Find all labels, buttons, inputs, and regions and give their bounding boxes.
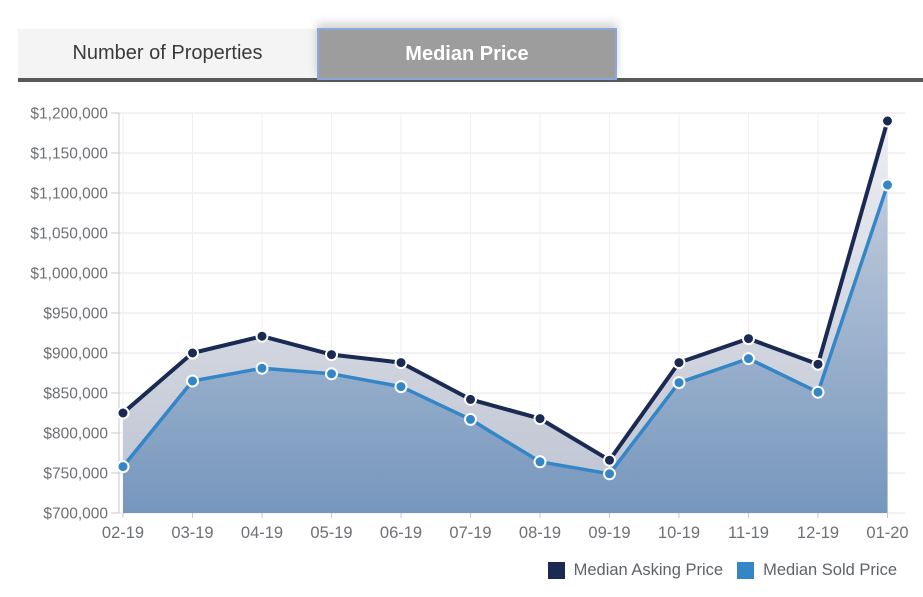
x-axis-label: 10-19 (658, 524, 700, 542)
y-axis-label: $750,000 (43, 466, 108, 483)
x-axis-label: 01-20 (866, 524, 908, 542)
y-axis-label: $700,000 (43, 506, 108, 523)
x-axis-label: 03-19 (171, 524, 213, 542)
data-point-asking-02-19[interactable] (116, 406, 130, 420)
x-axis-labels: 02-19 03-19 04-19 05-19 06-19 07-19 08-19 09-19… (102, 524, 909, 542)
data-point-sold-06-19[interactable] (394, 380, 408, 394)
y-axis-labels: $700,000 $750,000 $800,000 $850,000 $900,000… (30, 106, 108, 523)
data-point-asking-09-19[interactable] (603, 453, 616, 467)
asking-price-points (116, 114, 894, 467)
data-point-asking-12-19[interactable] (811, 357, 825, 371)
data-point-asking-10-19[interactable] (672, 356, 686, 370)
sold-price-points (116, 178, 894, 481)
data-point-asking-04-19[interactable] (255, 329, 269, 343)
chart-legend: Median Asking Price Median Sold Price (547, 558, 897, 582)
data-point-sold-04-19[interactable] (255, 361, 269, 375)
data-point-asking-08-19[interactable] (533, 412, 547, 426)
legend-label-sold-price: Median Sold Price (763, 560, 897, 579)
tab-underline (18, 78, 923, 82)
x-axis-label: 11-19 (728, 524, 769, 542)
data-point-sold-10-19[interactable] (672, 376, 686, 390)
data-point-sold-02-19[interactable] (116, 460, 130, 474)
legend-label-asking-price: Median Asking Price (573, 560, 724, 579)
tab-number-of-properties[interactable]: Number of Properties (18, 29, 317, 78)
data-point-asking-01-20[interactable] (881, 114, 894, 128)
data-point-sold-12-19[interactable] (811, 385, 825, 399)
data-point-sold-07-19[interactable] (464, 412, 477, 426)
x-axis-label: 07-19 (449, 524, 491, 542)
x-axis-label: 06-19 (380, 524, 422, 542)
asking-price-line (121, 119, 890, 463)
x-axis-label: 08-19 (519, 524, 561, 542)
data-point-asking-05-19[interactable] (325, 348, 338, 362)
data-point-sold-11-19[interactable] (742, 352, 755, 366)
legend-swatch-asking-price (547, 561, 565, 579)
y-axis-label: $1,000,000 (30, 266, 108, 283)
data-point-sold-01-20[interactable] (881, 178, 894, 192)
y-axis-label: $900,000 (43, 346, 108, 363)
y-axis-label: $800,000 (43, 426, 108, 443)
data-point-sold-05-19[interactable] (325, 367, 338, 381)
sold-price-area (123, 185, 888, 513)
y-axis-label: $1,100,000 (30, 186, 108, 203)
data-point-asking-11-19[interactable] (742, 332, 755, 346)
data-point-asking-03-19[interactable] (186, 346, 199, 360)
x-axis-label: 05-19 (310, 524, 352, 542)
data-point-asking-07-19[interactable] (464, 392, 477, 406)
y-axis-label: $850,000 (43, 386, 108, 403)
y-axis-label: $1,050,000 (30, 226, 108, 243)
data-point-sold-03-19[interactable] (186, 374, 199, 388)
legend-swatch-sold-price (737, 561, 755, 579)
data-point-sold-09-19[interactable] (603, 467, 616, 481)
tab-median-price[interactable]: Median Price (317, 28, 617, 80)
data-point-sold-08-19[interactable] (533, 455, 547, 469)
x-axis-label: 02-19 (102, 524, 144, 542)
y-axis-label: $950,000 (43, 306, 108, 323)
x-axis-label: 09-19 (588, 524, 630, 542)
sold-price-line (121, 183, 890, 476)
y-axis-label: $1,150,000 (30, 146, 108, 163)
x-axis-label: 04-19 (241, 524, 283, 542)
y-axis-label: $1,200,000 (30, 106, 108, 123)
x-axis-label: 12-19 (797, 524, 839, 542)
data-point-asking-06-19[interactable] (394, 356, 408, 370)
